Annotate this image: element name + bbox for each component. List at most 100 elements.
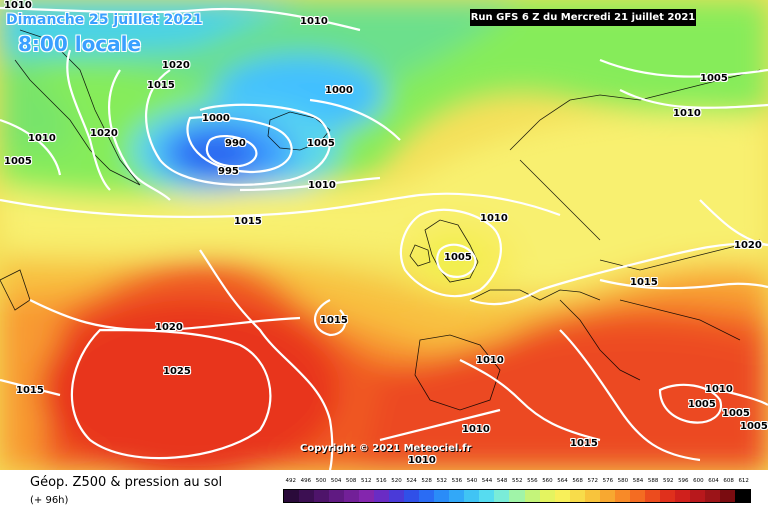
color-scale-swatch — [329, 490, 345, 502]
isobar-label: 995 — [218, 166, 239, 177]
color-scale-swatch — [314, 490, 330, 502]
color-scale-swatch — [284, 490, 300, 502]
color-scale-label: 496 — [300, 478, 312, 484]
color-scale-label: 580 — [617, 478, 629, 484]
isobar-label: 1005 — [4, 156, 32, 167]
color-scale-swatch — [479, 490, 495, 502]
color-scale-swatch — [719, 490, 735, 502]
geopotential-field — [0, 0, 768, 470]
color-scale-label: 508 — [345, 478, 357, 484]
color-scale-label: 532 — [436, 478, 448, 484]
isobar-label: 1005 — [688, 399, 716, 410]
color-scale-swatch — [614, 490, 630, 502]
color-scale-swatch — [659, 490, 675, 502]
isobar-label: 1015 — [147, 80, 175, 91]
isobar-label: 1010 — [673, 108, 701, 119]
isobar-label: 1015 — [630, 277, 658, 288]
color-scale-labels: 492 496 500 504 508 512 516 520 524 528 532 536 540 5… — [283, 478, 751, 488]
color-scale-label: 600 — [693, 478, 704, 484]
footer-title: Géop. Z500 & pression au sol — [30, 475, 223, 490]
color-scale-swatch — [599, 490, 615, 502]
isobar-label: 1010 — [300, 16, 328, 27]
isobar-label: 1015 — [570, 438, 598, 449]
color-scale-label: 540 — [466, 478, 478, 484]
isobar-label: 1025 — [163, 366, 191, 377]
color-scale-label: 544 — [481, 478, 493, 484]
color-scale-swatch — [449, 490, 465, 502]
model-run-label: Run GFS 6 Z du Mercredi 21 juillet 2021 — [470, 9, 696, 26]
color-scale-label: 524 — [406, 478, 417, 484]
isobar-label: 1020 — [155, 322, 183, 333]
color-scale-label: 556 — [527, 478, 538, 484]
color-scale-swatch — [704, 490, 720, 502]
color-scale-swatch — [434, 490, 450, 502]
isobar-label: 1010 — [28, 133, 56, 144]
color-scale-swatch — [404, 490, 420, 502]
color-scale-swatch — [374, 490, 390, 502]
isobar-label: 1010 — [705, 384, 733, 395]
color-scale-label: 492 — [285, 478, 297, 484]
isobar-label: 1010 — [408, 455, 436, 466]
color-scale-swatch — [389, 490, 405, 502]
color-scale-label: 568 — [572, 478, 583, 484]
isobar-label: 1020 — [734, 240, 762, 251]
color-scale-swatch — [344, 490, 360, 502]
isobar-label: 1010 — [462, 424, 490, 435]
isobar-label: 1000 — [325, 85, 353, 96]
color-scale-swatch — [494, 490, 510, 502]
isobar-label: 1010 — [308, 180, 336, 191]
forecast-date: Dimanche 25 juillet 2021 — [6, 12, 203, 28]
color-scale-label: 536 — [451, 478, 463, 484]
isobar-label: 1005 — [444, 252, 472, 263]
color-scale-swatch — [584, 490, 600, 502]
isobar-label: 1005 — [722, 408, 750, 419]
color-scale-label: 528 — [421, 478, 432, 484]
color-scale-label: 520 — [391, 478, 402, 484]
isobar-label: 1015 — [234, 216, 262, 227]
color-scale-label: 584 — [632, 478, 644, 484]
color-scale-swatch — [539, 490, 555, 502]
color-scale-label: 592 — [662, 478, 674, 484]
color-scale-swatch — [734, 490, 750, 502]
color-scale-swatch — [674, 490, 690, 502]
isobar-label: 1010 — [476, 355, 504, 366]
isobar-label: 1020 — [90, 128, 118, 139]
isobar-label: 990 — [225, 138, 246, 149]
color-scale-label: 516 — [376, 478, 387, 484]
isobar-label: 1005 — [700, 73, 728, 84]
color-scale-label: 504 — [330, 478, 342, 484]
forecast-time: 8:00 locale — [18, 32, 142, 56]
color-scale-swatch — [359, 490, 375, 502]
color-scale-swatch — [464, 490, 480, 502]
isobar-label: 1010 — [480, 213, 508, 224]
copyright-notice: Copyright © 2021 Meteociel.fr — [300, 443, 472, 454]
color-scale-label: 596 — [678, 478, 689, 484]
color-scale-label: 612 — [738, 478, 749, 484]
isobar-label: 1000 — [202, 113, 230, 124]
color-scale-label: 548 — [496, 478, 508, 484]
color-scale-label: 608 — [723, 478, 734, 484]
color-scale-swatch — [509, 490, 525, 502]
color-scale-swatch — [554, 490, 570, 502]
weather-map: Dimanche 25 juillet 2021 8:00 locale Run… — [0, 0, 768, 470]
isobar-label: 1005 — [740, 421, 768, 432]
color-scale-swatch — [689, 490, 705, 502]
color-scale-label: 512 — [361, 478, 372, 484]
color-scale-label: 576 — [602, 478, 614, 484]
isobar-label: 1005 — [307, 138, 335, 149]
color-scale-bar — [283, 489, 751, 503]
color-scale-label: 564 — [557, 478, 568, 484]
color-scale-swatch — [629, 490, 645, 502]
color-scale-swatch — [524, 490, 540, 502]
isobar-label: 1020 — [162, 60, 190, 71]
color-scale-label: 500 — [315, 478, 327, 484]
footer-subtitle: (+ 96h) — [30, 495, 69, 506]
color-scale-label: 572 — [587, 478, 598, 484]
color-scale-label: 588 — [647, 478, 659, 484]
isobar-label: 1010 — [4, 0, 32, 11]
isobar-label: 1015 — [320, 315, 348, 326]
isobar-label: 1015 — [16, 385, 44, 396]
color-scale-swatch — [419, 490, 435, 502]
color-scale-label: 552 — [512, 478, 523, 484]
color-scale-swatch — [569, 490, 585, 502]
